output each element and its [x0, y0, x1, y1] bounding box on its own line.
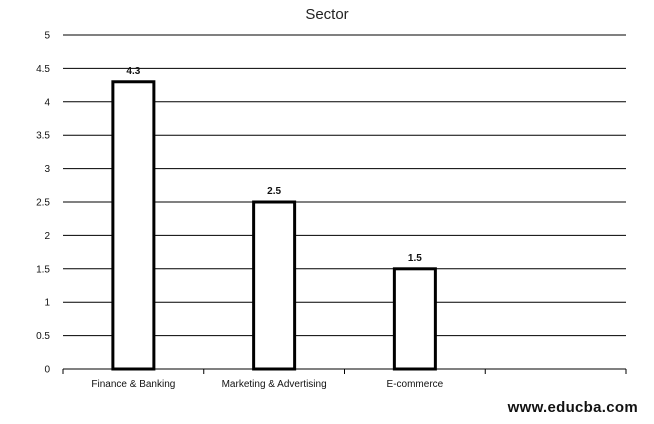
y-tick-label: 0.5 — [36, 331, 50, 342]
category-label: E-commerce — [387, 379, 444, 390]
bar — [252, 200, 297, 371]
y-tick-label: 2.5 — [36, 198, 50, 209]
gridlines — [62, 34, 627, 374]
y-tick-label: 4.5 — [36, 64, 50, 75]
y-tick-label: 3.5 — [36, 131, 50, 142]
y-tick-label: 4 — [44, 97, 50, 108]
category-label: Finance & Banking — [91, 379, 175, 390]
y-tick-label: 3 — [44, 164, 50, 175]
data-label: 1.5 — [408, 253, 422, 264]
watermark: www.educba.com — [507, 399, 638, 416]
data-label: 4.3 — [126, 66, 140, 77]
bar — [111, 80, 156, 371]
category-label: Marketing & Advertising — [222, 379, 327, 390]
y-tick-label: 5 — [44, 31, 50, 42]
y-axis-tick-labels: 0 0.5 1 1.5 2 2.5 3 3.5 4 4.5 5 — [36, 31, 50, 376]
bar — [392, 267, 437, 371]
chart-title: Sector — [305, 6, 348, 23]
y-tick-label: 1 — [44, 298, 50, 309]
x-axis-category-labels: Finance & Banking Marketing & Advertising… — [91, 379, 443, 390]
y-tick-label: 0 — [44, 365, 50, 376]
y-tick-label: 2 — [44, 231, 50, 242]
bars — [111, 80, 437, 371]
data-labels: 4.3 2.5 1.5 — [126, 66, 422, 264]
y-tick-label: 1.5 — [36, 264, 50, 275]
data-label: 2.5 — [267, 186, 281, 197]
